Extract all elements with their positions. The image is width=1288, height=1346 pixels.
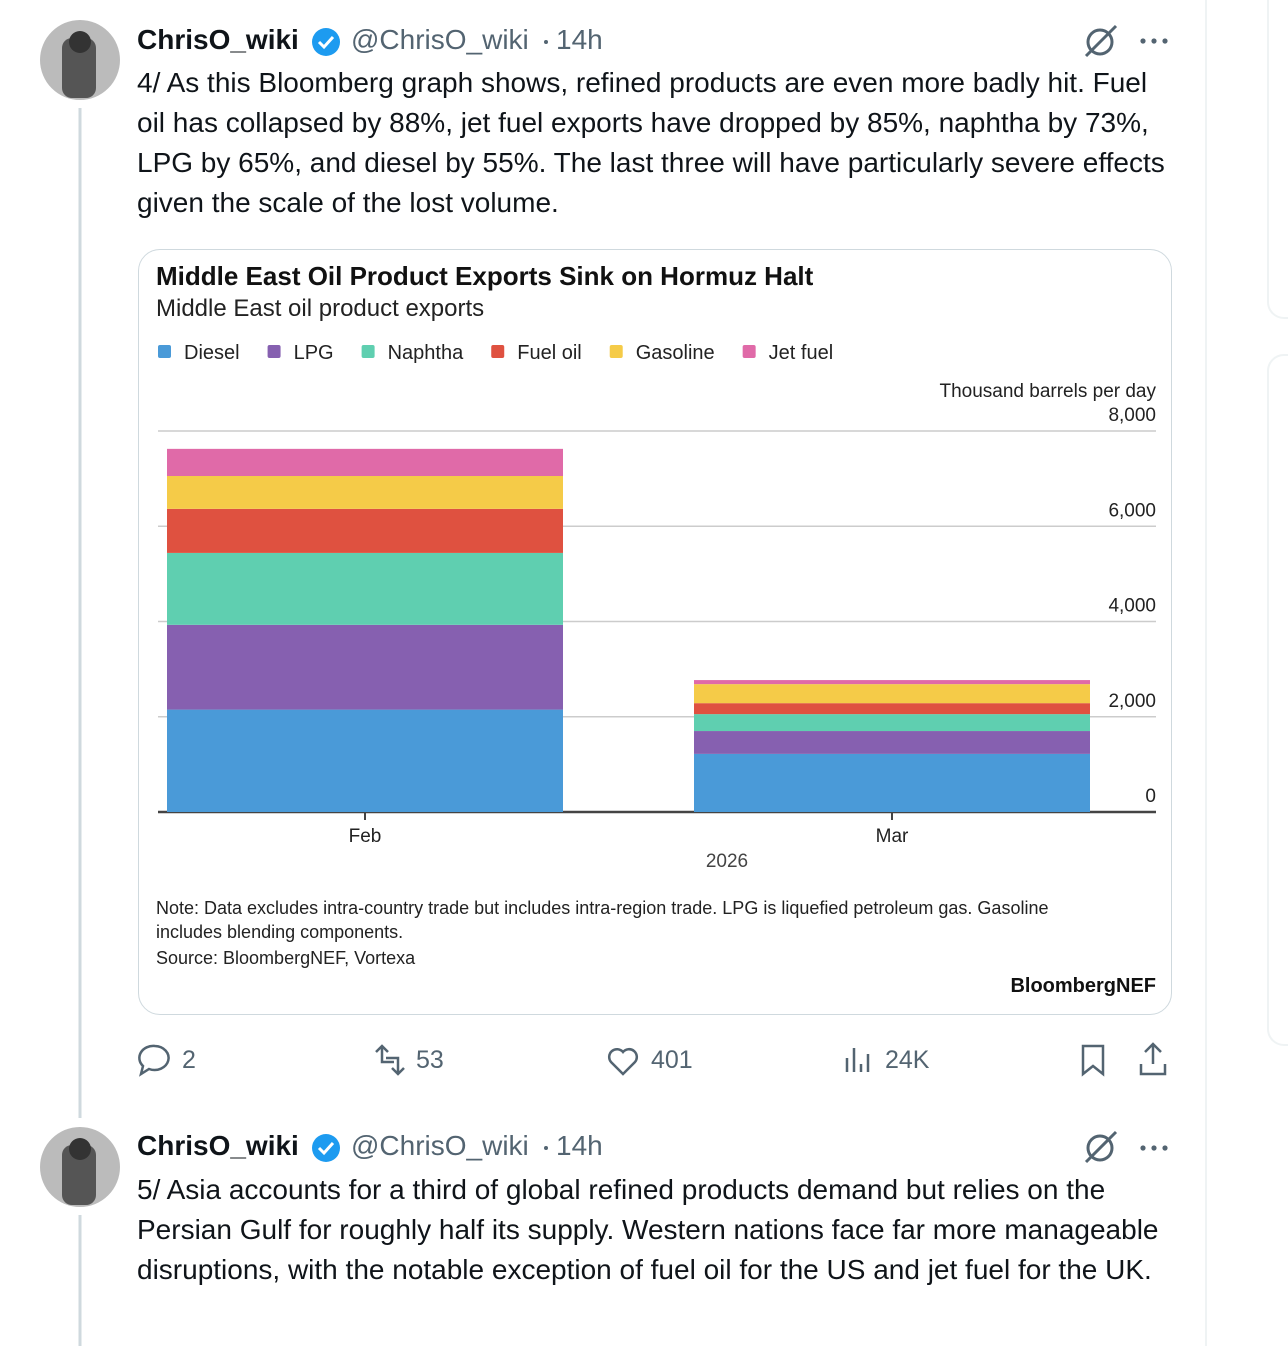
reply-count[interactable]: 2 [182, 1046, 196, 1074]
bar-segment [694, 703, 1090, 715]
legend-label: Gasoline [636, 342, 715, 364]
avatar[interactable] [40, 1127, 120, 1207]
chart-title: Middle East Oil Product Exports Sink on … [156, 261, 814, 291]
grok-button[interactable] [1084, 24, 1118, 58]
chart-card[interactable]: Middle East Oil Product Exports Sink on … [138, 249, 1172, 1015]
y-tick-label: 4,000 [1108, 596, 1156, 617]
bar-segment [167, 709, 563, 812]
timestamp[interactable]: 14h [556, 24, 603, 55]
bar-segment [694, 680, 1090, 685]
legend-label: Jet fuel [769, 342, 833, 364]
bar-segment [167, 448, 563, 477]
x-tick-label: Mar [876, 826, 909, 847]
legend-swatch [742, 345, 756, 358]
repost-count[interactable]: 53 [416, 1046, 444, 1074]
bar-segment [167, 508, 563, 553]
bar-segment [167, 552, 563, 625]
chart: Middle East Oil Product Exports Sink on … [156, 261, 1156, 997]
author-handle[interactable]: @ChrisO_wiki [351, 1130, 529, 1161]
legend-swatch [158, 345, 171, 358]
bar-segment [694, 684, 1090, 704]
chart-note: Note: Data excludes intra-country trade … [156, 898, 1049, 942]
y-tick-label: 0 [1145, 786, 1156, 807]
legend-label: Naphtha [388, 342, 464, 364]
y-tick-label: 8,000 [1108, 405, 1156, 426]
y-tick-label: 6,000 [1108, 500, 1156, 521]
chart-source: Source: BloombergNEF, Vortexa [156, 948, 416, 968]
separator [544, 1146, 548, 1150]
legend-label: LPG [294, 342, 334, 364]
y-tick-label: 2,000 [1108, 691, 1156, 712]
bar-segment [694, 731, 1090, 754]
x-tick-label: Feb [349, 826, 382, 847]
avatar[interactable] [40, 20, 120, 100]
like-icon[interactable] [607, 1047, 639, 1076]
share-icon[interactable] [1139, 1042, 1167, 1076]
verified-badge [312, 28, 340, 56]
tweet-text: 4/ As this Bloomberg graph shows, refine… [137, 67, 1165, 218]
legend-swatch [491, 345, 505, 358]
grok-button[interactable] [1084, 1130, 1118, 1164]
views-icon[interactable] [845, 1048, 870, 1072]
legend-label: Fuel oil [517, 342, 581, 364]
reply-icon[interactable] [138, 1044, 170, 1077]
verified-badge [312, 1134, 340, 1162]
legend-label: Diesel [184, 342, 240, 364]
legend-swatch [267, 345, 281, 358]
separator [544, 40, 548, 44]
y-axis-label: Thousand barrels per day [939, 381, 1156, 402]
bar-segment [694, 714, 1090, 732]
x-axis-label: 2026 [706, 851, 748, 872]
legend-swatch [361, 345, 375, 358]
legend-swatch [609, 345, 623, 358]
repost-icon[interactable] [375, 1044, 405, 1076]
bar-segment [167, 624, 563, 710]
timestamp[interactable]: 14h [556, 1130, 603, 1161]
like-count[interactable]: 401 [651, 1046, 693, 1074]
author-handle[interactable]: @ChrisO_wiki [351, 24, 529, 55]
chart-subtitle: Middle East oil product exports [156, 295, 484, 322]
author-name[interactable]: ChrisO_wiki [137, 24, 299, 55]
bar-segment [694, 753, 1090, 812]
more-button[interactable] [1140, 1145, 1168, 1151]
view-count[interactable]: 24K [885, 1046, 930, 1074]
bar-segment [167, 476, 563, 509]
bookmark-icon[interactable] [1081, 1044, 1105, 1077]
tweet-text: 5/ Asia accounts for a third of global r… [137, 1174, 1159, 1285]
chart-brand: BloombergNEF [1010, 975, 1156, 997]
author-name[interactable]: ChrisO_wiki [137, 1130, 299, 1161]
more-button[interactable] [1140, 38, 1168, 44]
